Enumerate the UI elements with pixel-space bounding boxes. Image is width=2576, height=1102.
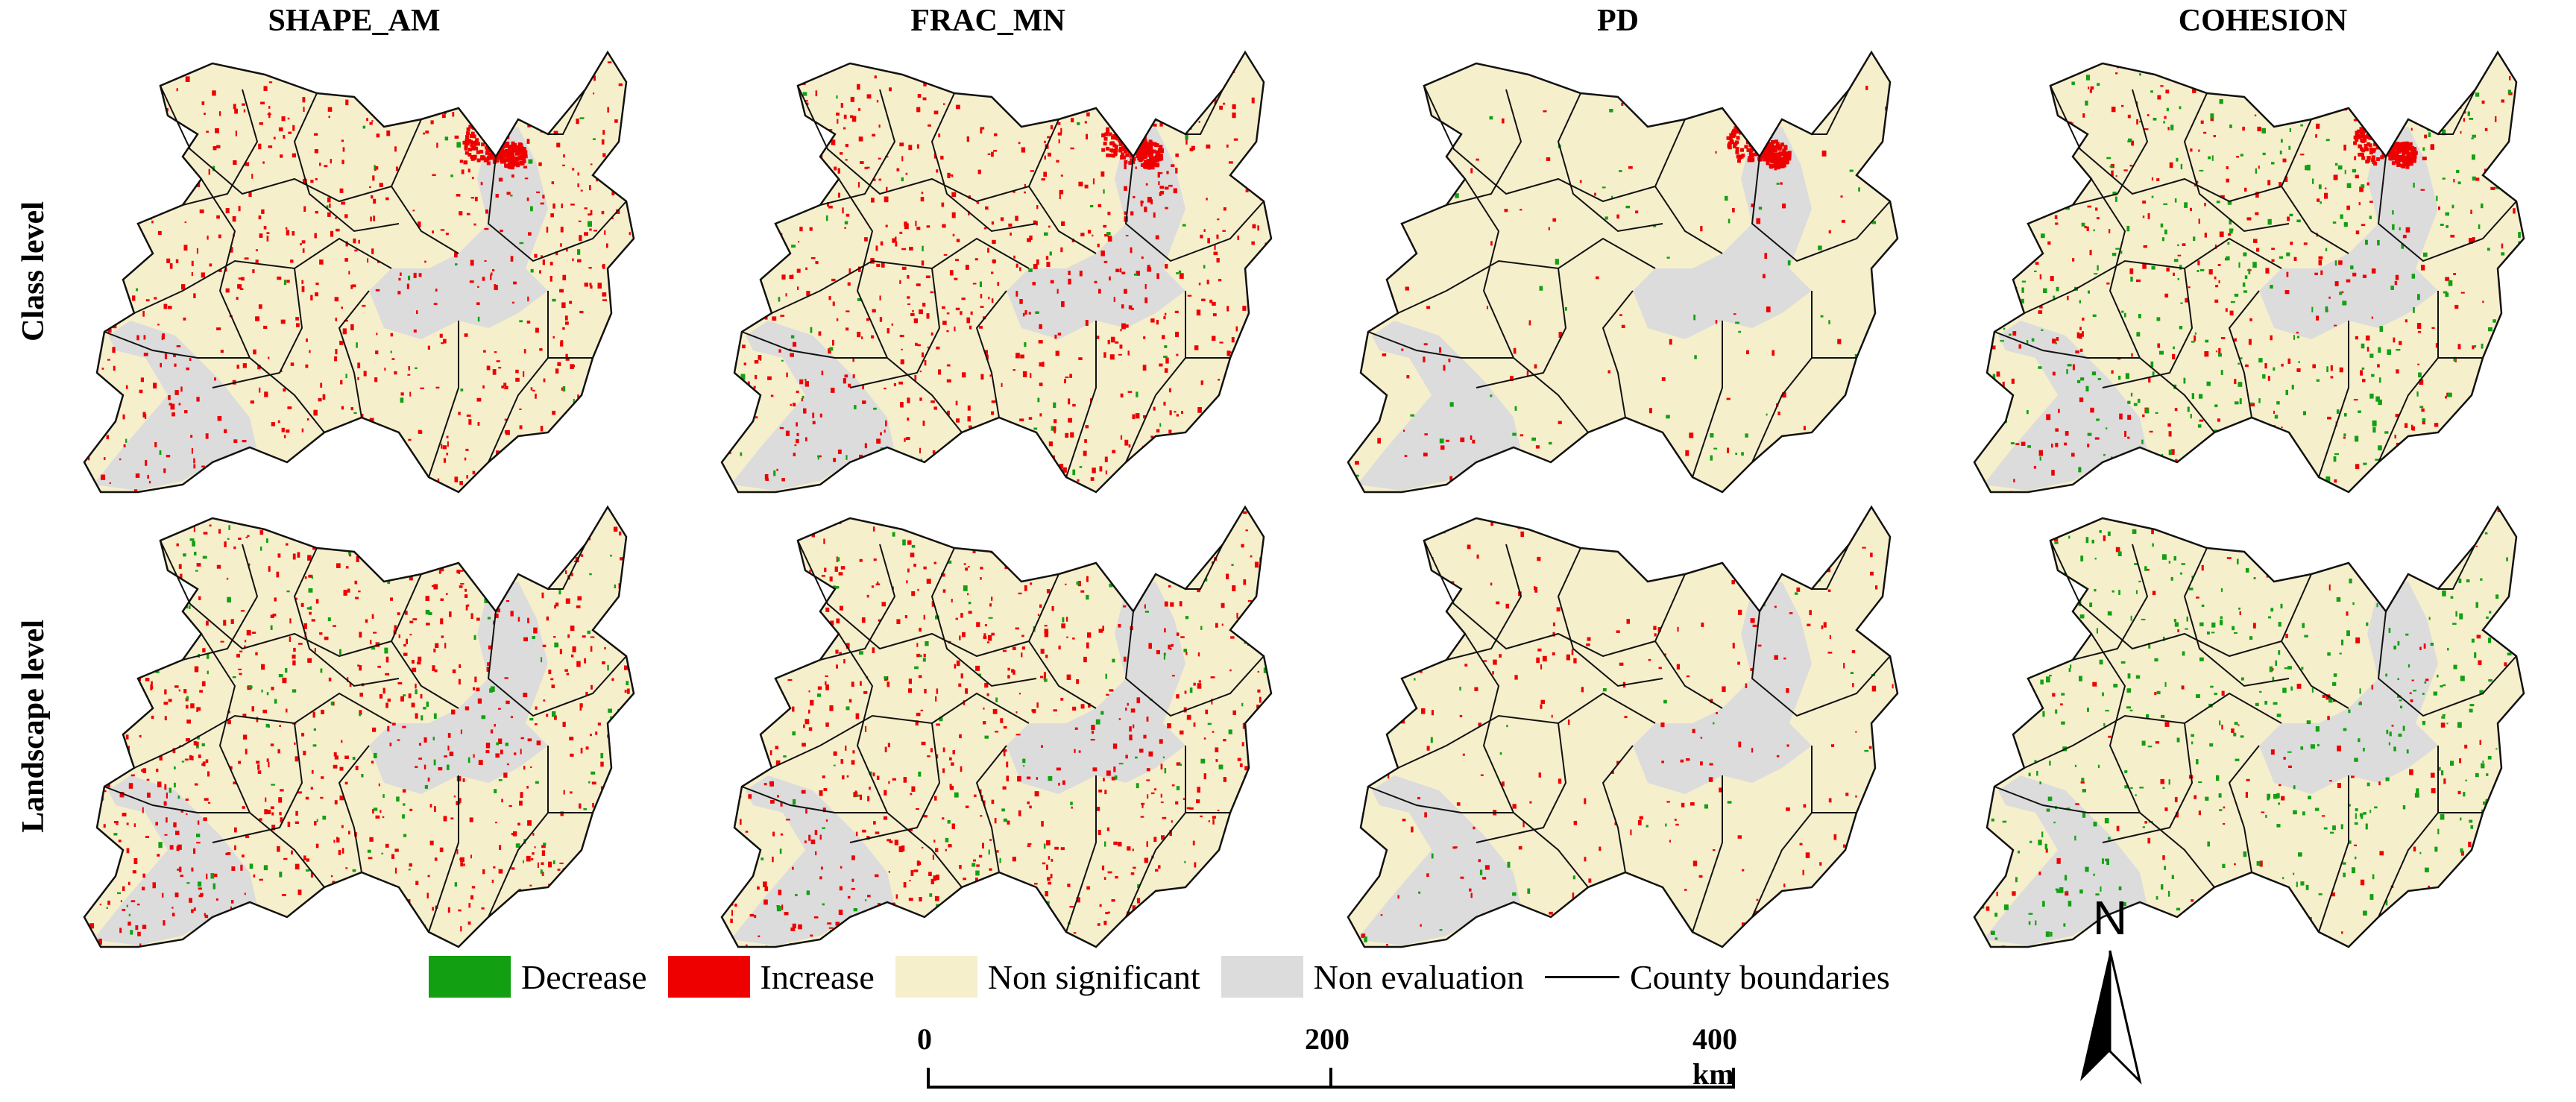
legend-label-increase: Increase bbox=[760, 957, 875, 996]
scale-tick-400: 400 km bbox=[1692, 1022, 1737, 1091]
legend-item-increase: Increase bbox=[667, 956, 875, 998]
non-evaluation-zone-sw bbox=[1357, 321, 1521, 491]
map-panel-frac-mn-landscape bbox=[708, 500, 1275, 977]
non-evaluation-zone-sw bbox=[731, 321, 895, 491]
map-panel-frac-mn-class bbox=[708, 45, 1275, 522]
map-panel-shape-am-class bbox=[71, 45, 637, 522]
county-boundaries bbox=[104, 540, 627, 933]
row-title-class-level: Class level bbox=[16, 201, 51, 341]
non-evaluation-zone-sw bbox=[1357, 775, 1521, 945]
county-boundaries bbox=[1367, 85, 1891, 478]
column-title-shape-am: SHAPE_AM bbox=[268, 4, 441, 38]
column-title-pd: PD bbox=[1597, 4, 1639, 38]
legend-swatch-increase bbox=[667, 956, 750, 998]
county-boundaries bbox=[1994, 540, 2517, 933]
non-evaluation-zone-sw bbox=[731, 775, 895, 945]
region-outline bbox=[720, 50, 1273, 494]
map-panel-pd-class bbox=[1335, 45, 1901, 522]
non-evaluation-zone-lake bbox=[2259, 582, 2438, 794]
scale-tick-0: 0 bbox=[917, 1022, 932, 1056]
non-evaluation-zone-sw bbox=[1983, 321, 2147, 491]
non-evaluation-zone-lake bbox=[369, 582, 548, 794]
legend-item-county-boundaries: County boundaries bbox=[1544, 957, 1890, 997]
non-evaluation-zone-lake bbox=[1007, 582, 1185, 794]
region-outline bbox=[1347, 50, 1899, 494]
legend-item-non-evaluation: Non evaluation bbox=[1221, 956, 1524, 998]
non-evaluation-zone-sw bbox=[93, 321, 257, 491]
non-evaluation-zone-sw bbox=[93, 775, 257, 945]
region-outline bbox=[1973, 505, 2525, 948]
north-label: N bbox=[2093, 891, 2127, 945]
scale-bar-line bbox=[927, 1068, 1735, 1089]
column-title-frac-mn: FRAC_MN bbox=[910, 4, 1065, 38]
legend-swatch-non-significant bbox=[895, 956, 977, 998]
county-boundaries bbox=[741, 85, 1265, 478]
row-title-landscape-level: Landscape level bbox=[16, 620, 51, 833]
legend-item-decrease: Decrease bbox=[429, 956, 647, 998]
map-panel-cohesion-landscape bbox=[1961, 500, 2528, 977]
legend-swatch-non-evaluation bbox=[1221, 956, 1303, 998]
legend-label-non-significant: Non significant bbox=[987, 957, 1200, 996]
map-panel-shape-am-landscape bbox=[71, 500, 637, 977]
non-evaluation-zone-sw bbox=[1983, 775, 2147, 945]
region-outline bbox=[1973, 50, 2525, 494]
legend-label-non-evaluation: Non evaluation bbox=[1313, 957, 1524, 996]
scale-bar: 0 200 400 km bbox=[917, 1021, 1745, 1096]
legend-label-decrease: Decrease bbox=[521, 957, 647, 996]
non-evaluation-zone-lake bbox=[369, 127, 548, 339]
county-boundaries bbox=[104, 85, 627, 478]
map-panel-cohesion-class bbox=[1961, 45, 2528, 522]
scale-tick-200: 200 bbox=[1305, 1022, 1350, 1056]
county-boundaries bbox=[1994, 85, 2517, 478]
legend-item-non-significant: Non significant bbox=[895, 956, 1200, 998]
legend: Decrease Increase Non significant Non ev… bbox=[429, 954, 1911, 999]
legend-swatch-decrease bbox=[429, 956, 511, 998]
map-panel-pd-landscape bbox=[1335, 500, 1901, 977]
non-evaluation-zone-lake bbox=[1633, 127, 1812, 339]
non-evaluation-zone-lake bbox=[1007, 127, 1185, 339]
region-outline bbox=[720, 505, 1273, 948]
non-evaluation-zone-lake bbox=[1633, 582, 1812, 794]
legend-label-county-boundaries: County boundaries bbox=[1629, 957, 1890, 996]
raster-layer bbox=[722, 52, 1271, 492]
legend-line-county-boundaries bbox=[1544, 975, 1619, 978]
column-title-cohesion: COHESION bbox=[2178, 4, 2348, 38]
region-outline bbox=[83, 505, 635, 948]
region-outline bbox=[1347, 505, 1899, 948]
region-outline bbox=[83, 50, 635, 494]
north-arrow: N bbox=[2065, 891, 2155, 1092]
county-boundaries bbox=[1367, 540, 1891, 933]
county-boundaries bbox=[741, 540, 1265, 933]
